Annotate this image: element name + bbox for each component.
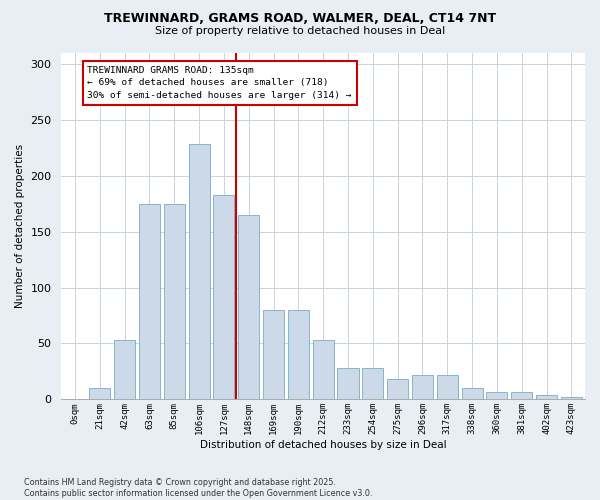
Bar [288, 310, 309, 400]
Text: Contains HM Land Registry data © Crown copyright and database right 2025.
Contai: Contains HM Land Registry data © Crown c… [24, 478, 373, 498]
Bar [387, 380, 408, 400]
Bar [412, 375, 433, 400]
Bar [164, 204, 185, 400]
Bar [561, 397, 582, 400]
Bar [139, 204, 160, 400]
Bar [214, 194, 235, 400]
Bar [487, 392, 508, 400]
Bar [313, 340, 334, 400]
Text: Size of property relative to detached houses in Deal: Size of property relative to detached ho… [155, 26, 445, 36]
Text: TREWINNARD, GRAMS ROAD, WALMER, DEAL, CT14 7NT: TREWINNARD, GRAMS ROAD, WALMER, DEAL, CT… [104, 12, 496, 26]
Text: TREWINNARD GRAMS ROAD: 135sqm
← 69% of detached houses are smaller (718)
30% of : TREWINNARD GRAMS ROAD: 135sqm ← 69% of d… [88, 66, 352, 100]
Bar [114, 340, 135, 400]
Bar [536, 395, 557, 400]
Bar [263, 310, 284, 400]
Bar [188, 144, 209, 400]
Bar [461, 388, 482, 400]
Y-axis label: Number of detached properties: Number of detached properties [15, 144, 25, 308]
Bar [362, 368, 383, 400]
Bar [89, 388, 110, 400]
Bar [511, 392, 532, 400]
X-axis label: Distribution of detached houses by size in Deal: Distribution of detached houses by size … [200, 440, 446, 450]
Bar [437, 375, 458, 400]
Bar [238, 215, 259, 400]
Bar [337, 368, 359, 400]
